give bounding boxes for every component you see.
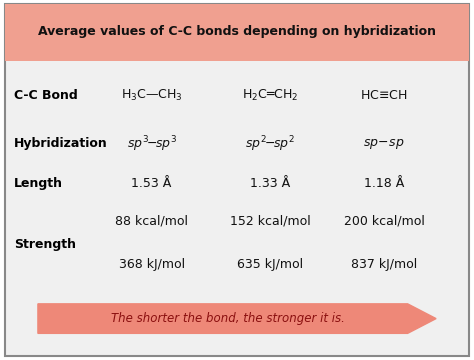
Text: 368 kJ/mol: 368 kJ/mol (118, 258, 185, 271)
Text: 837 kJ/mol: 837 kJ/mol (351, 258, 417, 271)
Text: $\mathrm{HC}$≡$\mathrm{CH}$: $\mathrm{HC}$≡$\mathrm{CH}$ (360, 89, 408, 102)
Text: Length: Length (14, 177, 63, 190)
Text: $sp^2\!\!-\!\!sp^2$: $sp^2\!\!-\!\!sp^2$ (245, 134, 295, 154)
FancyBboxPatch shape (5, 4, 469, 356)
Text: 88 kcal/mol: 88 kcal/mol (115, 215, 188, 228)
Text: 1.33 Å: 1.33 Å (250, 177, 290, 190)
Text: $\mathrm{H_3C}$—$\mathrm{CH_3}$: $\mathrm{H_3C}$—$\mathrm{CH_3}$ (121, 88, 182, 103)
Text: 635 kJ/mol: 635 kJ/mol (237, 258, 303, 271)
Text: $sp\!-\!sp$: $sp\!-\!sp$ (363, 137, 405, 151)
FancyBboxPatch shape (5, 4, 469, 61)
Text: The shorter the bond, the stronger it is.: The shorter the bond, the stronger it is… (110, 312, 345, 325)
Text: Average values of C-C bonds depending on hybridization: Average values of C-C bonds depending on… (38, 25, 436, 38)
Text: $\mathrm{H_2C}$═$\mathrm{CH_2}$: $\mathrm{H_2C}$═$\mathrm{CH_2}$ (242, 88, 299, 103)
FancyArrow shape (38, 304, 436, 333)
Text: 1.18 Å: 1.18 Å (364, 177, 404, 190)
Text: Hybridization: Hybridization (14, 138, 108, 150)
Text: Strength: Strength (14, 238, 76, 251)
Text: 200 kcal/mol: 200 kcal/mol (344, 215, 424, 228)
Text: C-C Bond: C-C Bond (14, 89, 78, 102)
Text: 152 kcal/mol: 152 kcal/mol (230, 215, 310, 228)
Text: 1.53 Å: 1.53 Å (131, 177, 172, 190)
Text: $sp^3\!\!-\!\!sp^3$: $sp^3\!\!-\!\!sp^3$ (127, 134, 177, 154)
